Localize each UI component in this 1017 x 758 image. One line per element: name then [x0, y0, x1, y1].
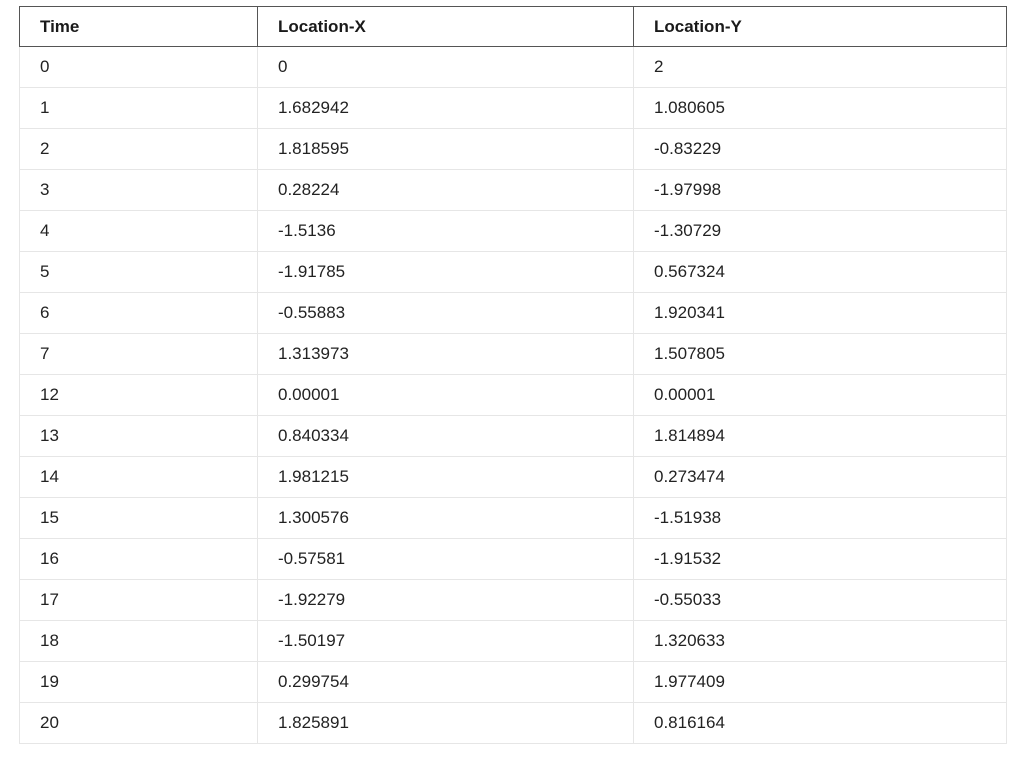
location-x-cell: -0.57581	[257, 538, 634, 580]
location-y-cell: 0.816164	[633, 702, 1007, 744]
location-y-cell: 0.273474	[633, 456, 1007, 498]
header-row: Time Location-X Location-Y	[19, 6, 1007, 47]
location-y-cell: -1.30729	[633, 210, 1007, 252]
location-x-cell: 0	[257, 46, 634, 88]
location-x-cell: -0.55883	[257, 292, 634, 334]
time-cell: 1	[19, 87, 258, 129]
location-x-cell: 1.818595	[257, 128, 634, 170]
location-x-cell: 0.00001	[257, 374, 634, 416]
table-row: 18 -1.50197 1.320633	[19, 620, 1007, 662]
table-row: 14 1.981215 0.273474	[19, 456, 1007, 498]
header-time: Time	[19, 6, 258, 47]
location-x-cell: 1.682942	[257, 87, 634, 129]
table-row: 6 -0.55883 1.920341	[19, 292, 1007, 334]
location-table: Time Location-X Location-Y 0 0 2 1 1.682942 1…	[19, 6, 1007, 744]
time-cell: 14	[19, 456, 258, 498]
header-location-y: Location-Y	[633, 6, 1007, 47]
location-y-cell: -1.97998	[633, 169, 1007, 211]
table-row: 20 1.825891 0.816164	[19, 702, 1007, 744]
time-cell: 18	[19, 620, 258, 662]
time-cell: 6	[19, 292, 258, 334]
table-row: 5 -1.91785 0.567324	[19, 251, 1007, 293]
time-cell: 7	[19, 333, 258, 375]
location-y-cell: -1.51938	[633, 497, 1007, 539]
table-header: Time Location-X Location-Y	[19, 6, 1007, 47]
location-y-cell: 1.080605	[633, 87, 1007, 129]
location-x-cell: -1.5136	[257, 210, 634, 252]
time-cell: 12	[19, 374, 258, 416]
table-row: 16 -0.57581 -1.91532	[19, 538, 1007, 580]
location-x-cell: -1.50197	[257, 620, 634, 662]
time-cell: 15	[19, 497, 258, 539]
location-y-cell: 2	[633, 46, 1007, 88]
location-x-cell: -1.92279	[257, 579, 634, 621]
location-y-cell: -1.91532	[633, 538, 1007, 580]
location-x-cell: 1.300576	[257, 497, 634, 539]
time-cell: 20	[19, 702, 258, 744]
table-row: 15 1.300576 -1.51938	[19, 497, 1007, 539]
table-row: 12 0.00001 0.00001	[19, 374, 1007, 416]
location-y-cell: 1.977409	[633, 661, 1007, 703]
table-row: 4 -1.5136 -1.30729	[19, 210, 1007, 252]
header-location-x: Location-X	[257, 6, 634, 47]
location-y-cell: 0.567324	[633, 251, 1007, 293]
location-y-cell: 1.507805	[633, 333, 1007, 375]
location-x-cell: 1.981215	[257, 456, 634, 498]
location-y-cell: 0.00001	[633, 374, 1007, 416]
location-x-cell: 1.825891	[257, 702, 634, 744]
table-row: 3 0.28224 -1.97998	[19, 169, 1007, 211]
time-cell: 16	[19, 538, 258, 580]
location-y-cell: 1.814894	[633, 415, 1007, 457]
time-cell: 3	[19, 169, 258, 211]
time-cell: 13	[19, 415, 258, 457]
location-x-cell: 1.313973	[257, 333, 634, 375]
time-cell: 19	[19, 661, 258, 703]
time-cell: 4	[19, 210, 258, 252]
table-row: 13 0.840334 1.814894	[19, 415, 1007, 457]
time-cell: 5	[19, 251, 258, 293]
table-row: 1 1.682942 1.080605	[19, 87, 1007, 129]
location-y-cell: -0.55033	[633, 579, 1007, 621]
location-x-cell: 0.28224	[257, 169, 634, 211]
location-x-cell: 0.299754	[257, 661, 634, 703]
time-cell: 2	[19, 128, 258, 170]
data-table-container: Time Location-X Location-Y 0 0 2 1 1.682942 1…	[19, 6, 1007, 744]
location-y-cell: 1.920341	[633, 292, 1007, 334]
location-y-cell: -0.83229	[633, 128, 1007, 170]
time-cell: 17	[19, 579, 258, 621]
table-row: 17 -1.92279 -0.55033	[19, 579, 1007, 621]
table-row: 19 0.299754 1.977409	[19, 661, 1007, 703]
table-row: 7 1.313973 1.507805	[19, 333, 1007, 375]
location-y-cell: 1.320633	[633, 620, 1007, 662]
table-row: 2 1.818595 -0.83229	[19, 128, 1007, 170]
table-body: 0 0 2 1 1.682942 1.080605 2 1.818595 -0.83229 3 0.…	[19, 46, 1007, 744]
location-x-cell: -1.91785	[257, 251, 634, 293]
location-x-cell: 0.840334	[257, 415, 634, 457]
time-cell: 0	[19, 46, 258, 88]
